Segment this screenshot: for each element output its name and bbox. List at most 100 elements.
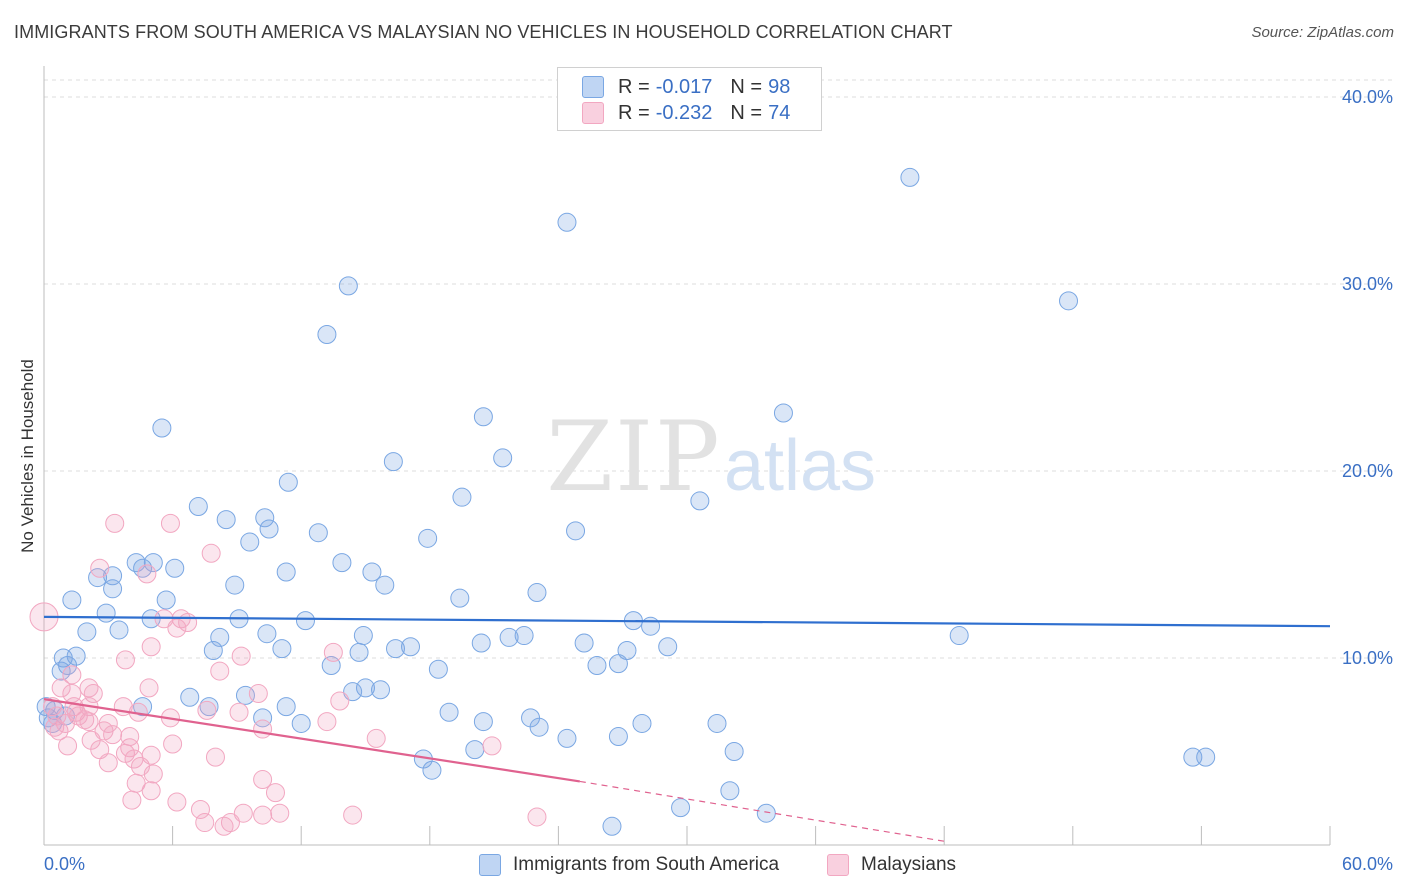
point-malaysians	[317, 712, 337, 732]
point-south-america	[338, 276, 358, 296]
point-south-america	[499, 627, 519, 647]
point-malaysians	[197, 700, 217, 720]
point-south-america	[608, 727, 628, 747]
point-south-america	[349, 642, 369, 662]
point-south-america	[353, 626, 373, 646]
point-malaysians	[343, 805, 363, 825]
point-south-america	[225, 575, 245, 595]
point-south-america	[1059, 291, 1079, 311]
point-malaysians	[122, 790, 142, 810]
point-malaysians	[195, 813, 215, 833]
point-malaysians	[270, 803, 290, 823]
legend-r-label: R =	[618, 101, 650, 124]
point-south-america	[156, 590, 176, 610]
point-south-america	[1196, 747, 1216, 767]
point-malaysians	[103, 725, 123, 745]
point-south-america	[422, 760, 442, 780]
correlation-legend: R = -0.017 N = 98 R = -0.232 N = 74	[557, 67, 822, 131]
point-south-america	[259, 519, 279, 539]
trend-lines	[43, 615, 1331, 842]
point-malaysians	[90, 558, 110, 578]
bottom-legend-label: Malaysians	[861, 854, 957, 875]
point-malaysians	[58, 736, 78, 756]
point-south-america	[96, 603, 116, 623]
watermark-atlas: atlas	[724, 426, 876, 506]
point-south-america	[51, 661, 71, 681]
point-south-america	[527, 583, 547, 603]
legend-n-label: N =	[730, 75, 763, 98]
point-malaysians	[120, 738, 140, 758]
point-south-america	[465, 740, 485, 760]
point-malaysians	[220, 813, 240, 833]
point-malaysians	[229, 702, 249, 722]
point-south-america	[707, 713, 727, 733]
point-south-america	[62, 590, 82, 610]
point-malaysians	[105, 513, 125, 533]
legend-row-series-2: R = -0.232 N = 74	[582, 101, 790, 125]
point-malaysians	[214, 816, 234, 836]
point-south-america	[418, 528, 438, 548]
point-malaysians	[482, 736, 502, 756]
point-south-america	[257, 624, 277, 644]
point-south-america	[632, 713, 652, 733]
point-south-america	[401, 637, 421, 657]
chart-title: IMMIGRANTS FROM SOUTH AMERICA VS MALAYSI…	[14, 22, 953, 42]
point-south-america	[557, 212, 577, 232]
point-malaysians	[51, 678, 71, 698]
point-malaysians	[141, 637, 161, 657]
point-malaysians	[366, 728, 386, 748]
point-south-america	[332, 553, 352, 573]
point-malaysians	[253, 770, 273, 790]
point-south-america	[317, 324, 337, 344]
point-south-america	[165, 558, 185, 578]
point-south-america	[471, 633, 491, 653]
point-south-america	[375, 575, 395, 595]
point-south-america	[88, 568, 108, 588]
y-tick-label: 40.0%	[1342, 87, 1393, 107]
gridlines	[44, 79, 1392, 659]
point-south-america	[900, 167, 920, 187]
point-malaysians	[201, 543, 221, 563]
point-south-america	[439, 702, 459, 722]
chart-source: Source: ZipAtlas.com	[1251, 24, 1394, 41]
point-south-america	[671, 798, 691, 818]
point-south-america	[386, 639, 406, 659]
point-malaysians	[141, 781, 161, 801]
point-malaysians	[167, 792, 187, 812]
trend-line-malaysians	[43, 698, 581, 783]
point-malaysians	[79, 712, 99, 732]
point-south-america	[276, 562, 296, 582]
point-malaysians	[130, 756, 150, 776]
point-south-america	[690, 491, 710, 511]
bottom-legend-swatch-pink	[827, 854, 849, 876]
point-south-america	[362, 562, 382, 582]
point-south-america	[295, 611, 315, 631]
x-tick-label: 0.0%	[44, 854, 85, 874]
point-south-america	[473, 407, 493, 427]
x-tick-label: 60.0%	[1342, 854, 1393, 874]
point-south-america	[452, 487, 472, 507]
point-malaysians	[137, 564, 157, 584]
point-south-america	[103, 579, 123, 599]
y-tick-label: 30.0%	[1342, 274, 1393, 294]
point-south-america	[602, 816, 622, 836]
point-south-america	[253, 708, 273, 728]
point-south-america	[428, 659, 448, 679]
point-south-america	[574, 633, 594, 653]
bottom-legend-item-south-america: Immigrants from South America	[479, 852, 779, 878]
point-malaysians	[55, 713, 75, 733]
point-south-america	[180, 687, 200, 707]
point-malaysians	[265, 783, 285, 803]
tick-labels: 10.0% 20.0% 30.0% 40.0% 0.0% 60.0%	[44, 87, 1393, 874]
y-tick-label: 20.0%	[1342, 461, 1393, 481]
point-south-america	[566, 521, 586, 541]
point-malaysians	[231, 646, 251, 666]
point-malaysians	[124, 749, 144, 769]
legend-n-value: 98	[768, 75, 791, 98]
point-south-america	[773, 403, 793, 423]
point-south-america	[383, 452, 403, 472]
point-south-america	[473, 712, 493, 732]
point-south-america	[587, 655, 607, 675]
point-south-america	[493, 448, 513, 468]
